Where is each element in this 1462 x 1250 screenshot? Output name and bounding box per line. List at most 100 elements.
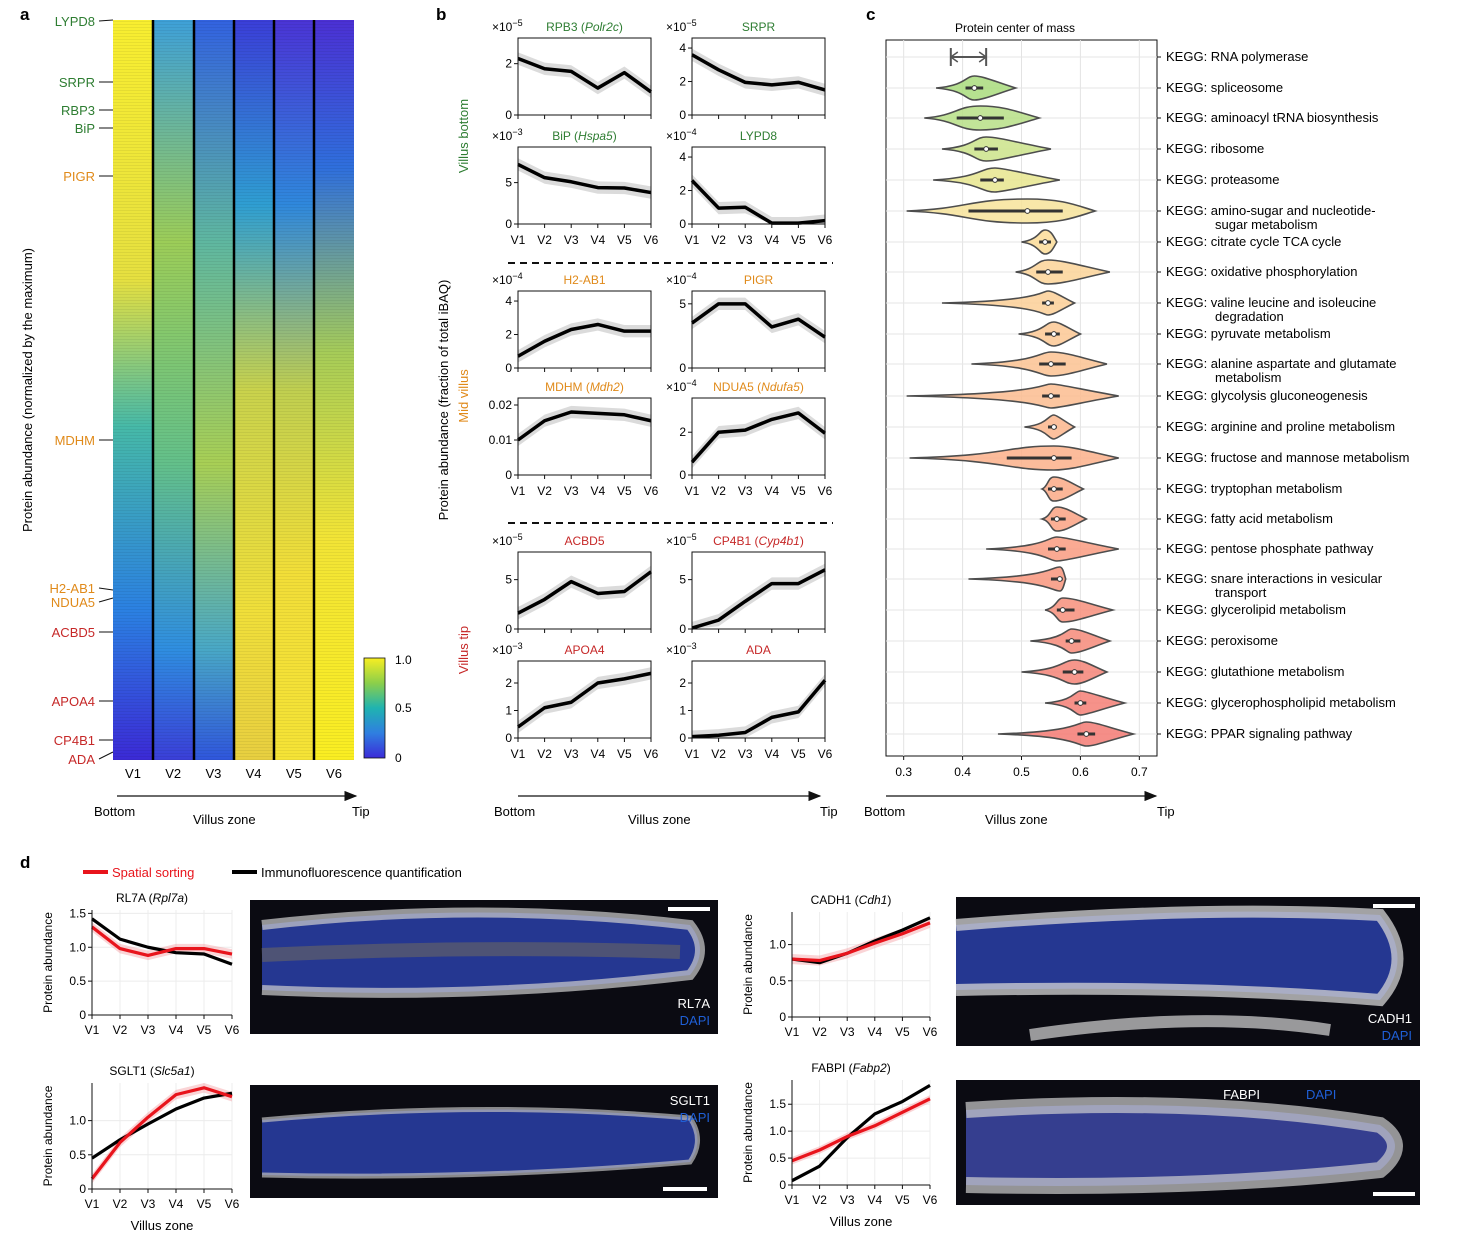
violin-15: KEGG: fatty acid metabolism [886, 506, 1333, 532]
y-multiplier-exponent: −4 [686, 271, 696, 281]
panel-a-ylabel: Protein abundance (normalized by the max… [20, 248, 35, 532]
y-multiplier-exponent: −3 [512, 641, 522, 651]
category-label: KEGG: fructose and mannose metabolism [1166, 450, 1410, 465]
y-multiplier-exponent: −5 [686, 18, 696, 28]
y-multiplier: ×10−3 [666, 641, 697, 657]
villus-epithelium [261, 1106, 700, 1179]
gene-name: Rpl7a [153, 891, 185, 905]
gene-name: Cyp4b1 [758, 534, 799, 548]
line-chart-d4: 0 0.5 1.0 1.5 V1 V2 V3 V4 V5 V6 FABPI (Fabp2) Prote… [741, 1061, 938, 1229]
heatmap [113, 20, 354, 760]
x-tick-label: V5 [197, 1197, 212, 1211]
x-tick-label: V4 [590, 233, 605, 247]
heatmap-column-label: V4 [246, 766, 262, 781]
category-label: KEGG: glycerolipid metabolism [1166, 602, 1346, 617]
y-tick-label: 0 [779, 1010, 786, 1024]
x-tick-label: V5 [617, 484, 632, 498]
violin-median [1024, 208, 1031, 214]
y-tick-label: 1.5 [769, 1097, 786, 1111]
violin-19: KEGG: peroxisome [886, 628, 1278, 654]
heatmap-column-label: V1 [125, 766, 141, 781]
y-tick-label: 0.5 [69, 1148, 86, 1162]
axes-frame [517, 397, 652, 476]
y-tick-label: 2 [505, 328, 512, 342]
heatmap-protein-label: MDHM [55, 433, 95, 448]
x-tick-label: V2 [812, 1025, 827, 1039]
micrograph-protein-label: FABPI [1223, 1087, 1260, 1102]
y-multiplier-exponent: −3 [686, 641, 696, 651]
x-tick-label: V2 [537, 233, 552, 247]
y-tick-label: 0.01 [489, 433, 513, 447]
chart-title: LYPD8 [740, 129, 777, 143]
micrograph-fabpi: FABPI DAPI [956, 1080, 1420, 1205]
violin-median [1077, 700, 1084, 706]
category-label: KEGG: pyruvate metabolism [1166, 326, 1331, 341]
x-tick-label: V2 [537, 747, 552, 761]
y-tick-label: 0 [679, 361, 686, 375]
x-tick-label: V1 [685, 747, 700, 761]
line-chart-d1: 0 0.5 1.0 1.5 V1 V2 V3 V4 V5 V6 RL7A (Rpl7a) Protei… [41, 891, 240, 1037]
villus-tissue [966, 1105, 1395, 1186]
violin-median [1048, 361, 1054, 367]
micrograph-rl7a: RL7A DAPI [250, 900, 718, 1034]
heatmap-protein-tick [98, 751, 114, 760]
confidence-band [518, 52, 651, 99]
violin-median [1045, 300, 1051, 306]
confidence-band [518, 667, 651, 734]
violin-median [983, 146, 990, 152]
y-tick-label: 4 [679, 150, 686, 164]
violin-median [971, 85, 978, 91]
gene-name: Mdh2 [590, 380, 620, 394]
y-multiplier: ×10−5 [666, 18, 697, 34]
line-chart-b9: 0 5 ×10−5 ACBD5 [492, 532, 653, 636]
y-axis-label: Protein abundance [741, 1082, 755, 1183]
x-tick-label: V2 [113, 1023, 128, 1037]
violin-median [1083, 731, 1090, 737]
x-tick-label: V4 [590, 747, 605, 761]
y-tick-label: 1 [679, 704, 686, 718]
x-axis-label: Villus zone [830, 1214, 893, 1229]
panel-c-title: Protein center of mass [955, 21, 1075, 35]
confidence-band [92, 922, 232, 961]
y-multiplier: ×10−5 [492, 18, 523, 34]
y-multiplier-exponent: −4 [512, 271, 522, 281]
y-tick-label: 2 [505, 676, 512, 690]
heatmap-protein-tick [98, 19, 114, 22]
y-tick-label: 0.5 [769, 974, 786, 988]
violin-body [906, 383, 1119, 409]
category-label: KEGG: arginine and proline metabolism [1166, 419, 1395, 434]
micrograph-sglt1: SGLT1 DAPI [250, 1085, 718, 1198]
axis-tip-label: Tip [352, 804, 370, 819]
axes-frame [517, 660, 652, 739]
violin-body [941, 290, 1077, 316]
confidence-band [518, 565, 651, 620]
violin-13: KEGG: fructose and mannose metabolism [886, 445, 1410, 471]
violin-14: KEGG: tryptophan metabolism [886, 476, 1342, 502]
axes-frame [691, 551, 826, 630]
panel-d: d Spatial sorting Immunofluorescence qua… [20, 853, 1420, 1233]
y-multiplier: ×10−5 [492, 532, 523, 548]
y-tick-label: 0 [505, 468, 512, 482]
violin-median [1059, 607, 1066, 613]
panel-b: b Protein abundance (fraction of total i… [436, 5, 838, 827]
line-chart-d2: 0 0.5 1.0 V1 V2 V3 V4 V5 V6 CADH1 (Cdh1) Protein a… [741, 893, 938, 1039]
micrograph-protein-label: SGLT1 [670, 1093, 710, 1108]
legend-label-immunofluorescence: Immunofluorescence quantification [261, 865, 462, 880]
heatmap-protein-label: APOA4 [52, 694, 95, 709]
category-label: KEGG: RNA polymerase [1166, 49, 1308, 64]
x-tick-label: 0.3 [895, 765, 912, 779]
chart-title: MDHM (Mdh2) [545, 380, 624, 394]
violin-20: KEGG: glutathione metabolism [886, 659, 1344, 685]
category-label: KEGG: proteasome [1166, 172, 1279, 187]
x-tick-label: V4 [867, 1025, 882, 1039]
violin-16: KEGG: pentose phosphate pathway [886, 536, 1374, 562]
category-label: KEGG: amino-sugar and nucleotide- [1166, 203, 1376, 218]
colorbar-tick: 0 [395, 751, 402, 765]
line-chart-b10: 0 5 ×10−5 CP4B1 (Cyp4b1) [666, 532, 826, 636]
series-line [691, 679, 827, 739]
gene-name: Fabp2 [853, 1061, 887, 1075]
violin-11: KEGG: glycolysis gluconeogenesis [886, 383, 1368, 409]
x-tick-label: V5 [791, 484, 806, 498]
group-label-mid-villus: Mid villus [456, 369, 471, 423]
series-line-spatial-sorting [90, 1086, 233, 1180]
